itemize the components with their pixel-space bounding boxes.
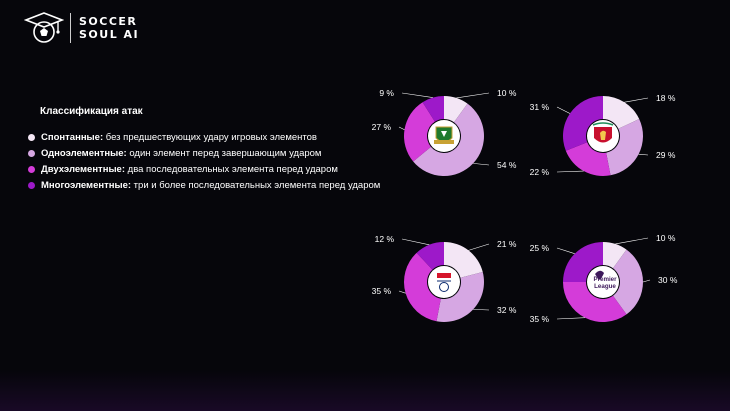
legend-item-desc: один элемент перед завершающим ударом [126,148,322,159]
legend-dot [28,134,35,141]
slice-label: 35 % [372,286,392,296]
leader-line [468,243,490,251]
slice-label: 12 % [375,234,395,244]
legend-item-term: Спонтанные: [41,132,104,143]
slice-label: 10 % [497,88,517,98]
leader-line [401,92,433,98]
donut-slice [606,118,643,176]
slice-label: 31 % [530,102,550,112]
legend-dot [28,182,35,189]
bottom-glow [0,371,730,411]
donut-slice [444,242,483,278]
legend-item-desc: без предшествующих удару игровых элемент… [103,132,317,143]
brand-name: SOCCER SOUL AI [79,15,139,41]
legend-dot [28,166,35,173]
slice-label: 30 % [658,275,678,285]
leader-line [556,170,584,173]
donut-slice [563,96,603,151]
leader-line [398,126,405,131]
donut-slice [603,96,640,129]
legend-item-desc: два последовательных элемента перед удар… [125,164,338,175]
legend-item-term: Одноэлементные: [41,148,127,159]
slice-label: 54 % [497,160,517,170]
slice-label: 9 % [379,88,394,98]
donut-chart-3: 21 % 32 % 35 % 12 % [372,234,517,322]
donut-slice [422,96,444,122]
leader-line [642,279,651,283]
leader-line [556,317,585,320]
slice-label: 10 % [656,233,676,243]
leader-line [638,153,649,156]
leader-line [473,309,490,311]
sky-bet-efl-icon [437,273,451,292]
legend-item-term: Многоэлементные: [41,180,132,191]
donut-chart-2: 18 % 29 % 22 % 31 % [530,93,676,177]
slice-label: 29 % [656,150,676,160]
donut-chart-1: 10 % 54 % 27 % 9 % [372,88,517,177]
brand-line-1: SOCCER [79,15,138,28]
leader-line [401,238,430,246]
legend-item-multi-element: Многоэлементные: три и более последовате… [28,179,388,192]
legend-item-term: Двухэлементные: [41,164,126,175]
premier-league-text: League [594,283,616,290]
legend-item-spontaneous: Спонтанные: без предшествующих удару игр… [28,131,388,144]
slice-label: 25 % [530,243,550,253]
legend-title: Классификация атак [40,106,143,117]
donut-slice [444,96,468,123]
donut-slice [612,249,644,315]
logo-divider [70,13,71,43]
donut-slice [436,272,484,322]
legend-item-one-element: Одноэлементные: один элемент перед завер… [28,147,388,160]
soccer-ball-cap-logo-icon [24,12,64,43]
slice-label: 18 % [656,93,676,103]
legend-dot [28,150,35,157]
club-crest-green-icon [434,126,454,144]
leader-line [556,247,575,255]
header: SOCCER SOUL AI [24,10,139,46]
legend: Классификация атак Спонтанные: без предш… [28,106,388,195]
slice-label: 35 % [530,314,550,324]
donut-slice [416,242,444,270]
premier-league-text: Premier [593,276,617,283]
donut-slice [563,282,627,323]
leader-line [615,237,649,245]
slice-label: 32 % [497,305,517,315]
donut-slice [603,242,627,269]
donut-slice [563,242,603,282]
leader-line [624,97,649,103]
legend-item-desc: три и более последовательных элемента пе… [131,180,381,191]
slice-label: 21 % [497,239,517,249]
brand-line-2: SOUL AI [79,28,140,41]
donut-slice [403,252,441,322]
donut-slice [404,102,435,162]
slice-label: 22 % [530,167,550,177]
leader-line [398,290,406,294]
donut-slice [565,142,611,176]
donut-slice [413,103,485,177]
legend-item-two-element: Двухэлементные: два последовательных эле… [28,163,388,176]
leader-line [456,92,490,99]
leader-line [556,106,571,114]
liverpool-crest-icon [592,122,614,143]
leader-line [473,163,490,166]
slice-label: 27 % [372,122,392,132]
